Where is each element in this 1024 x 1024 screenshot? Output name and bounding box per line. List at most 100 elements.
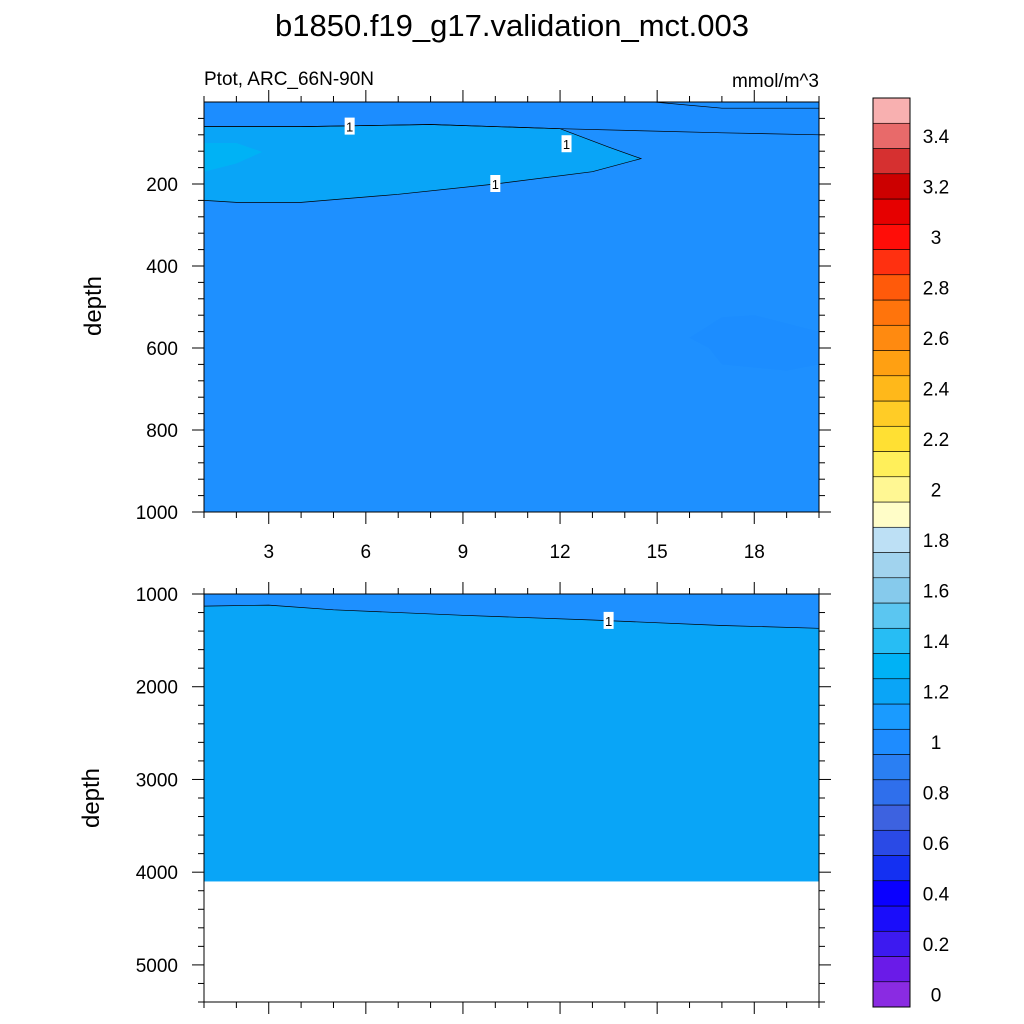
- colorbar-box: [872, 552, 911, 579]
- colorbar-box: [872, 425, 911, 452]
- y-tick-label: 4000: [136, 863, 178, 884]
- contour-label: 1: [605, 614, 612, 629]
- colorbar-box: [872, 880, 911, 907]
- contour-fill-region: [204, 102, 819, 135]
- y-tick-label: 2000: [136, 678, 178, 699]
- contour-label: 1: [346, 120, 353, 135]
- colorbar-label: 1.2: [923, 682, 949, 703]
- contour-label-box: [561, 135, 572, 153]
- colorbar-box: [872, 754, 911, 781]
- colorbar-label: 3.2: [923, 177, 949, 198]
- y-tick-label: 1000: [136, 585, 178, 606]
- lower-y-axis-label: depth: [78, 768, 105, 828]
- colorbar-box: [872, 249, 911, 276]
- plot-frame: [203, 101, 820, 513]
- missing-data-region: [204, 881, 819, 1002]
- colorbar-box: [872, 324, 911, 351]
- colorbar-box: [872, 804, 911, 831]
- colorbar-box: [872, 198, 911, 225]
- colorbar-box: [872, 299, 911, 326]
- figure-title: b1850.f19_g17.validation_mct.003: [275, 8, 749, 43]
- y-tick-label: 400: [146, 257, 178, 278]
- colorbar-box: [872, 400, 911, 427]
- plot-area: 1 1 1: [204, 102, 819, 512]
- colorbar-box: [872, 122, 911, 149]
- colorbar-box: [872, 476, 911, 503]
- colorbar-label: 0.4: [923, 884, 950, 905]
- x-tick-label: 15: [647, 542, 668, 563]
- contour-label-box: [490, 175, 501, 192]
- colorbar-label: 1.4: [923, 632, 950, 653]
- colorbar-box: [872, 350, 911, 377]
- upper-y-axis-label: depth: [80, 276, 107, 336]
- colorbar-box: [872, 526, 911, 553]
- colorbar-label: 0.8: [923, 783, 949, 804]
- contour-line: [204, 604, 819, 629]
- colorbar-label: 3: [931, 228, 942, 249]
- contour-fill-region: [204, 594, 819, 629]
- x-tick-label: 18: [744, 542, 765, 563]
- colorbar-label: 1: [931, 733, 942, 754]
- x-tick-label: 6: [361, 542, 372, 563]
- x-tick-label: 3: [263, 542, 274, 563]
- colorbar-label: 2.8: [923, 278, 949, 299]
- contour-fill-region: [204, 124, 641, 203]
- colorbar-box: [872, 173, 911, 200]
- colorbar-box: [872, 855, 911, 882]
- lower-contour-panel: 1 1000 2000 3000 4000 5000: [136, 582, 831, 1014]
- colorbar-frame: [872, 97, 911, 1008]
- plot-area: 1: [204, 594, 819, 1002]
- colorbar-box: [872, 930, 911, 957]
- colorbar-label: 1.6: [923, 581, 949, 602]
- colorbar-label: 3.4: [923, 127, 950, 148]
- contour-label-box: [344, 117, 355, 135]
- contour-line: [653, 102, 819, 109]
- colorbar-box: [872, 274, 911, 301]
- colorbar-box: [872, 501, 911, 528]
- colorbar-box: [872, 905, 911, 932]
- colorbar-box: [872, 703, 911, 730]
- contour-label: 1: [563, 137, 570, 152]
- colorbar-box: [872, 223, 911, 250]
- contour-fill-region: [689, 315, 819, 371]
- y-tick-label: 3000: [136, 770, 178, 791]
- colorbar-box: [872, 728, 911, 755]
- colorbar-box: [872, 779, 911, 806]
- colorbar-box: [872, 451, 911, 478]
- colorbar-box: [872, 627, 911, 654]
- x-tick-label: 12: [549, 542, 570, 563]
- y-tick-label: 200: [146, 175, 178, 196]
- colorbar: 0 0.2 0.4 0.6 0.8 1 1.2 1.4 1.6 1.8 2 2.2 2.4 2.6 2.8 3…: [872, 97, 950, 1008]
- y-tick-label: 800: [146, 421, 178, 442]
- x-tick-label: 9: [458, 542, 469, 563]
- colorbar-box: [872, 148, 911, 175]
- colorbar-label: 0: [931, 985, 942, 1006]
- colorbar-box: [872, 678, 911, 705]
- colorbar-label: 0.6: [923, 834, 949, 855]
- colorbar-box: [872, 375, 911, 402]
- colorbar-box: [872, 956, 911, 983]
- contour-line: [204, 124, 819, 136]
- colorbar-label: 2.2: [923, 430, 949, 451]
- contour-label-box: [603, 611, 614, 629]
- y-tick-label: 1000: [136, 503, 178, 524]
- colorbar-label: 0.2: [923, 935, 949, 956]
- colorbar-box: [872, 829, 911, 856]
- colorbar-box: [872, 981, 911, 1008]
- upper-panel-subtitle-left: Ptot, ARC_66N-90N: [204, 69, 374, 90]
- colorbar-box: [872, 577, 911, 604]
- upper-panel-subtitle-right: mmol/m^3: [732, 71, 819, 92]
- colorbar-label: 2.4: [923, 379, 950, 400]
- colorbar-box: [872, 602, 911, 629]
- y-tick-label: 5000: [136, 956, 178, 977]
- colorbar-box: [872, 653, 911, 680]
- colorbar-box: [872, 97, 911, 124]
- contour-label: 1: [492, 177, 499, 192]
- colorbar-label: 2.6: [923, 329, 949, 350]
- colorbar-label: 1.8: [923, 531, 949, 552]
- upper-contour-panel: Ptot, ARC_66N-90N mmol/m^3 1 1 1 3 6 9 12 15 18 2…: [136, 69, 831, 563]
- colorbar-label: 2: [931, 480, 942, 501]
- contour-fill-region: [204, 143, 263, 172]
- y-tick-label: 600: [146, 339, 178, 360]
